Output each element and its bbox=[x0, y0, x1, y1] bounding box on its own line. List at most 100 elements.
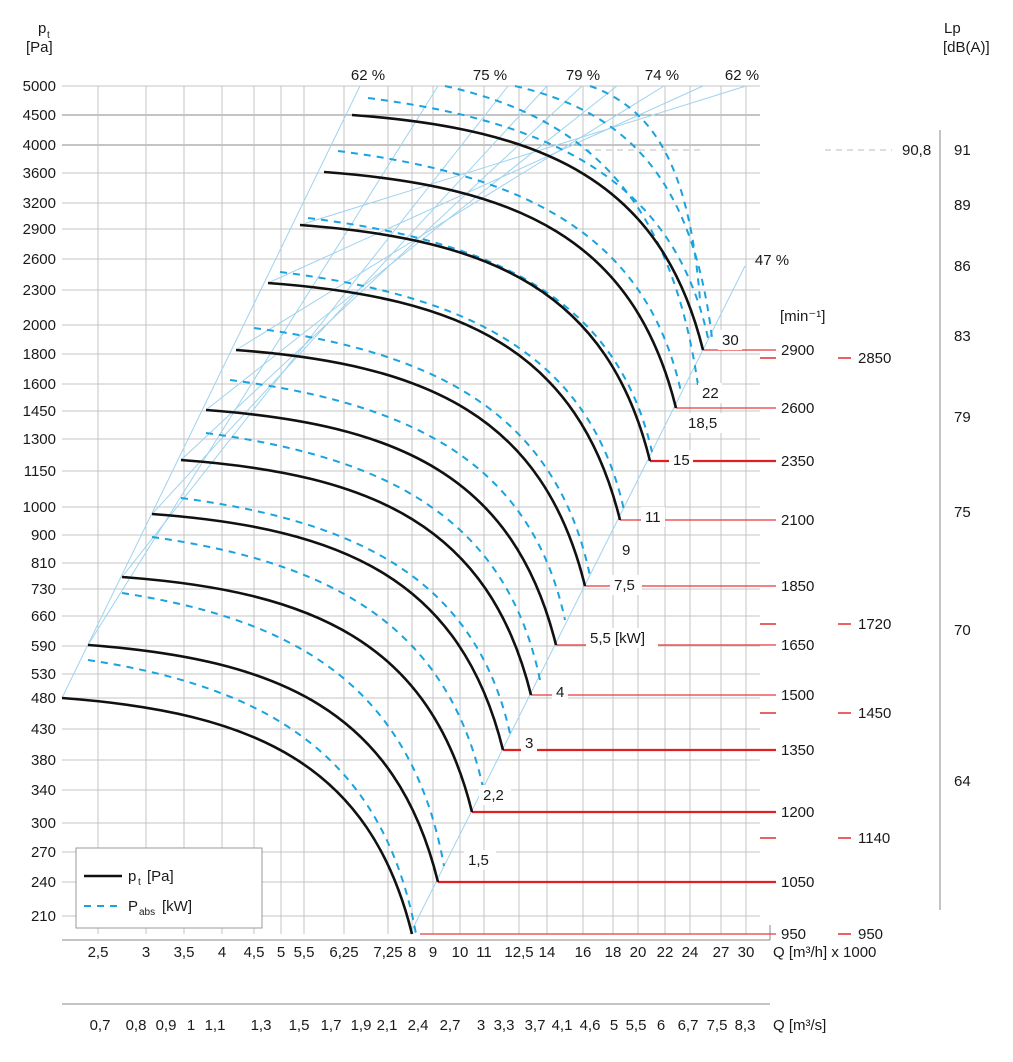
y-tick-label: 270 bbox=[31, 844, 56, 861]
lp-tick-label: 70 bbox=[954, 622, 971, 639]
rpm-extra-label: 950 bbox=[858, 926, 883, 943]
pressure-curves bbox=[61, 113, 705, 935]
kw-label-bg bbox=[610, 575, 642, 595]
efficiency-label: 62 % bbox=[725, 67, 759, 84]
efficiency-line bbox=[299, 85, 747, 226]
efficiency-line bbox=[409, 265, 746, 935]
x-tick-label-m3s: 1,5 bbox=[289, 1017, 310, 1034]
y-tick-label: 2300 bbox=[23, 282, 56, 299]
x-tick-label-m3s: 2,7 bbox=[440, 1017, 461, 1034]
pressure-curve-2900 bbox=[351, 113, 705, 351]
y-axis-label: p bbox=[38, 20, 46, 37]
y-tick-label: 530 bbox=[31, 666, 56, 683]
x-tick-label-m3s: 0,8 bbox=[126, 1017, 147, 1034]
legend-pabs-label: P bbox=[128, 898, 138, 915]
x-tick-label-m3h: 3,5 bbox=[174, 944, 195, 961]
y-tick-label: 1150 bbox=[24, 463, 56, 480]
x-tick-label-m3h: 4 bbox=[218, 944, 226, 961]
x-tick-label-m3s: 2,1 bbox=[377, 1017, 398, 1034]
x-tick-label-m3s: 6,7 bbox=[678, 1017, 699, 1034]
y-tick-label: 5000 bbox=[23, 78, 56, 95]
lp-tick-label: 64 bbox=[954, 773, 971, 790]
pressure-curve-950 bbox=[61, 696, 414, 935]
kw-label-bg bbox=[698, 383, 722, 403]
rpm-extra-label: 2850 bbox=[858, 350, 891, 367]
kw-label: 3 bbox=[525, 735, 533, 752]
y-tick-label: 4500 bbox=[23, 107, 56, 124]
y-tick-label: 590 bbox=[31, 638, 56, 655]
rpm-extra-label: 1720 bbox=[858, 616, 891, 633]
lp-tick-label: 91 bbox=[954, 142, 971, 159]
y-tick-label: 2900 bbox=[23, 221, 56, 238]
rpm-label: 2350 bbox=[781, 453, 814, 470]
y-tick-label: 300 bbox=[31, 815, 56, 832]
kw-label-bg bbox=[618, 540, 634, 560]
efficiency-line bbox=[180, 85, 583, 461]
kw-label: 1,5 bbox=[468, 852, 489, 869]
legend-pt-unit: [Pa] bbox=[147, 868, 174, 885]
y-tick-label: 210 bbox=[31, 908, 56, 925]
x-tick-label-m3s: 5 bbox=[610, 1017, 618, 1034]
rpm-label: 1200 bbox=[781, 804, 814, 821]
y-tick-label: 2600 bbox=[23, 251, 56, 268]
y-tick-label: 380 bbox=[31, 752, 56, 769]
efficiency-label: 62 % bbox=[351, 67, 385, 84]
y-tick-label: 1000 bbox=[23, 499, 56, 516]
power-curve bbox=[253, 327, 591, 577]
rpm-label: 2600 bbox=[781, 400, 814, 417]
legend-pabs-unit: [kW] bbox=[162, 898, 192, 915]
pressure-curve-1200 bbox=[121, 575, 474, 813]
x-tick-label-m3h: 20 bbox=[630, 944, 647, 961]
y-tick-label: 1600 bbox=[23, 376, 56, 393]
rpm-extra-label: 1140 bbox=[858, 830, 890, 847]
x-tick-label-m3s: 4,6 bbox=[580, 1017, 601, 1034]
x-tick-label-m3h: 5 bbox=[277, 944, 285, 961]
power-curves bbox=[87, 85, 713, 935]
lp-tick-label: 79 bbox=[954, 409, 971, 426]
kw-label: 11 bbox=[645, 509, 661, 526]
lp-marker-value: 90,8 bbox=[902, 142, 931, 159]
x-tick-label-m3s: 3,7 bbox=[525, 1017, 546, 1034]
pressure-curve-1050 bbox=[87, 643, 440, 883]
x-tick-label-m3s: 0,9 bbox=[156, 1017, 177, 1034]
efficiency-line bbox=[121, 85, 509, 578]
x-tick-label-m3h: 7,25 bbox=[373, 944, 402, 961]
y-tick-label: 1300 bbox=[23, 431, 56, 448]
lp-tick-label: 75 bbox=[954, 504, 971, 521]
power-curve bbox=[180, 497, 512, 739]
x-tick-label-m3h: 6,25 bbox=[329, 944, 358, 961]
power-curve bbox=[279, 271, 625, 511]
efficiency-line bbox=[151, 85, 548, 515]
power-curve bbox=[87, 659, 417, 935]
power-curve bbox=[121, 592, 445, 867]
y-tick-label: 730 bbox=[31, 581, 56, 598]
rpm-label: 2100 bbox=[781, 512, 814, 529]
lp-tick-label: 83 bbox=[954, 328, 971, 345]
y-tick-label: 3200 bbox=[23, 195, 56, 212]
x-axis-label-m3h: Q [m³/h] x 1000 bbox=[773, 944, 876, 961]
x-tick-label-m3h: 12,5 bbox=[504, 944, 533, 961]
rpm-label: 1500 bbox=[781, 687, 814, 704]
pressure-curve-2600 bbox=[323, 170, 678, 409]
y-tick-label: 3600 bbox=[23, 165, 56, 182]
kw-label: 22 bbox=[702, 385, 719, 402]
power-curve bbox=[444, 85, 701, 401]
x-tick-label-m3h: 14 bbox=[539, 944, 556, 961]
power-curve bbox=[589, 85, 701, 301]
x-tick-label-m3s: 3 bbox=[477, 1017, 485, 1034]
kw-label-bg bbox=[669, 450, 693, 470]
x-tick-label-m3s: 7,5 bbox=[707, 1017, 728, 1034]
x-tick-label-m3s: 5,5 bbox=[626, 1017, 647, 1034]
y-axis-unit: [Pa] bbox=[26, 39, 53, 56]
y-tick-label: 810 bbox=[31, 555, 56, 572]
efficiency-line bbox=[235, 85, 665, 351]
legend-box bbox=[75, 847, 263, 929]
x-tick-label-m3s: 3,3 bbox=[494, 1017, 515, 1034]
rpm-label: 950 bbox=[781, 926, 806, 943]
x-tick-label-m3s: 6 bbox=[657, 1017, 665, 1034]
y-tick-label: 240 bbox=[31, 874, 56, 891]
pressure-curve-1650 bbox=[205, 408, 558, 646]
kw-label-bg bbox=[521, 733, 537, 753]
x-tick-label-m3s: 1 bbox=[187, 1017, 195, 1034]
y-tick-label: 2000 bbox=[23, 317, 56, 334]
